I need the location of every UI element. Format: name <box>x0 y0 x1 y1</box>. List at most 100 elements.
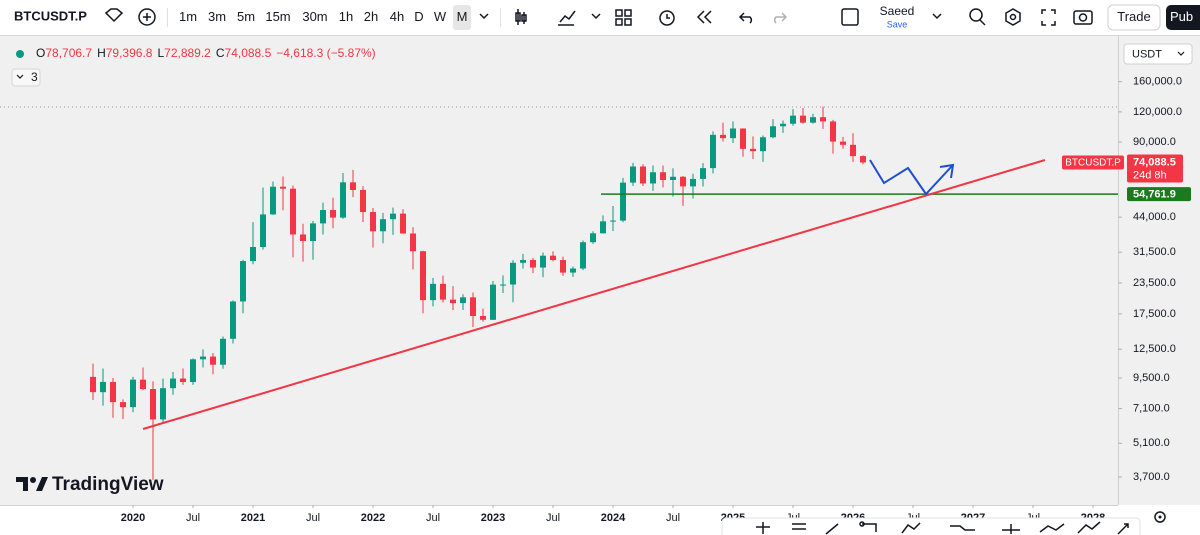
intervals: 1m 3m 5m 15m 30m 1h 2h 4h D W M <box>179 9 467 24</box>
candle-body <box>590 233 596 243</box>
currency-selector[interactable] <box>1123 43 1193 65</box>
undo-icon[interactable] <box>738 12 753 24</box>
candle-body <box>740 128 746 149</box>
symbol-tag <box>1062 155 1124 170</box>
candle-body <box>280 186 286 189</box>
legend-value: 79,396.8 <box>106 46 153 60</box>
search-icon[interactable] <box>969 8 986 26</box>
candle-body <box>650 172 656 184</box>
candle-body <box>720 134 726 139</box>
logo-mark <box>16 477 48 491</box>
symbol[interactable]: BTCUSDT.P <box>14 8 87 23</box>
level-tag-label: 54,761.9 <box>1133 189 1176 201</box>
x-tick-label: 2023 <box>481 512 505 524</box>
candle-body <box>410 233 416 252</box>
projection-path[interactable] <box>869 159 953 196</box>
candle-body <box>510 262 516 285</box>
price-axis <box>1118 36 1200 505</box>
candle-body <box>110 381 116 403</box>
axes: 3,700.0 5,100.0 7,100.0 9,500.0 12,500.0 17,5… <box>121 76 1182 524</box>
interval-button[interactable]: 1m <box>179 9 197 24</box>
candle-body <box>640 166 646 184</box>
last-price-label: 74,088.5 <box>1133 156 1176 168</box>
interval-button[interactable]: 2h <box>364 9 378 24</box>
candle-body <box>630 166 636 183</box>
interval-button[interactable]: 5m <box>237 9 255 24</box>
symbol-tag-label: BTCUSDT.P <box>1065 158 1121 169</box>
snapshot-icon[interactable] <box>1073 10 1093 25</box>
drawing-toolbar <box>721 517 1141 535</box>
trade-label[interactable]: Trade <box>1117 9 1150 24</box>
fullscreen-icon[interactable] <box>1041 9 1056 26</box>
projection-arrowhead[interactable] <box>939 163 955 179</box>
candle-body <box>680 176 686 187</box>
indicators-toggle[interactable] <box>11 68 41 87</box>
candle-body <box>420 251 426 301</box>
candle-body <box>380 219 386 232</box>
candle-body <box>350 182 356 190</box>
y-tick-label: 120,000.0 <box>1133 106 1182 118</box>
interval-button[interactable]: 15m <box>265 9 290 24</box>
trend-line[interactable] <box>142 159 1046 430</box>
chart-type-icon[interactable] <box>515 9 527 25</box>
y-tick-label: 3,700.0 <box>1133 471 1170 483</box>
candle-body <box>500 284 506 286</box>
candle-body <box>790 115 796 124</box>
candle-body <box>220 338 226 365</box>
replay-icon[interactable] <box>696 10 712 24</box>
interval-button[interactable]: 30m <box>302 9 327 24</box>
layouts-icon[interactable] <box>615 9 632 26</box>
alert-clock-icon[interactable] <box>659 10 675 26</box>
candle-body <box>250 247 256 262</box>
candle-body <box>810 117 816 123</box>
indicators-icon[interactable] <box>558 10 576 26</box>
layout-checkbox[interactable] <box>841 8 859 26</box>
candle-body <box>760 137 766 152</box>
indicators-chevron[interactable] <box>16 74 24 79</box>
candle-body <box>400 213 406 234</box>
indicators-count[interactable]: 3 <box>31 70 38 84</box>
candle-body <box>480 316 486 320</box>
user-name[interactable]: Saeed <box>880 4 915 18</box>
drawing-tools[interactable] <box>756 521 1129 535</box>
interval-dropdown[interactable] <box>479 13 489 20</box>
settings-icon[interactable] <box>1005 8 1021 26</box>
currency-chevron[interactable] <box>1177 51 1185 56</box>
interval-button[interactable]: 1h <box>339 9 353 24</box>
last-price-tag <box>1127 154 1183 183</box>
candle-body <box>830 121 836 142</box>
axis-settings[interactable] <box>1154 511 1166 523</box>
interval-button[interactable]: D <box>414 9 423 24</box>
candle-body <box>850 144 856 157</box>
candle-body <box>90 376 96 393</box>
redo-icon[interactable] <box>773 12 788 24</box>
trade-button[interactable] <box>1107 4 1161 31</box>
x-tick-label: Jul <box>426 512 440 524</box>
indicators-dropdown[interactable] <box>591 13 601 20</box>
currency-label[interactable]: USDT <box>1132 48 1162 60</box>
save-label[interactable]: Save <box>887 19 908 29</box>
publish-label[interactable]: Pub <box>1170 9 1193 24</box>
interval-button[interactable]: W <box>434 9 447 24</box>
layout-dropdown[interactable] <box>932 13 942 20</box>
publish-button[interactable] <box>1166 5 1200 30</box>
candle-body <box>660 172 666 180</box>
candle-body <box>690 178 696 187</box>
candle-body <box>560 260 566 273</box>
candle-body <box>440 283 446 300</box>
candle-body <box>270 186 276 215</box>
candle-body <box>180 378 186 383</box>
interval-button[interactable]: 3m <box>208 9 226 24</box>
candle-body <box>820 117 826 122</box>
candle-body <box>860 156 866 163</box>
y-tick-label: 23,500.0 <box>1133 277 1176 289</box>
interval-button[interactable]: M <box>457 9 468 24</box>
x-tick-label: Jul <box>306 512 320 524</box>
alert-icon[interactable] <box>104 8 124 23</box>
compare-icon[interactable] <box>138 8 156 26</box>
level-tag <box>1127 187 1191 202</box>
interval-button[interactable]: 4h <box>390 9 404 24</box>
legend-key: O <box>36 46 45 60</box>
candle-body <box>610 220 616 222</box>
